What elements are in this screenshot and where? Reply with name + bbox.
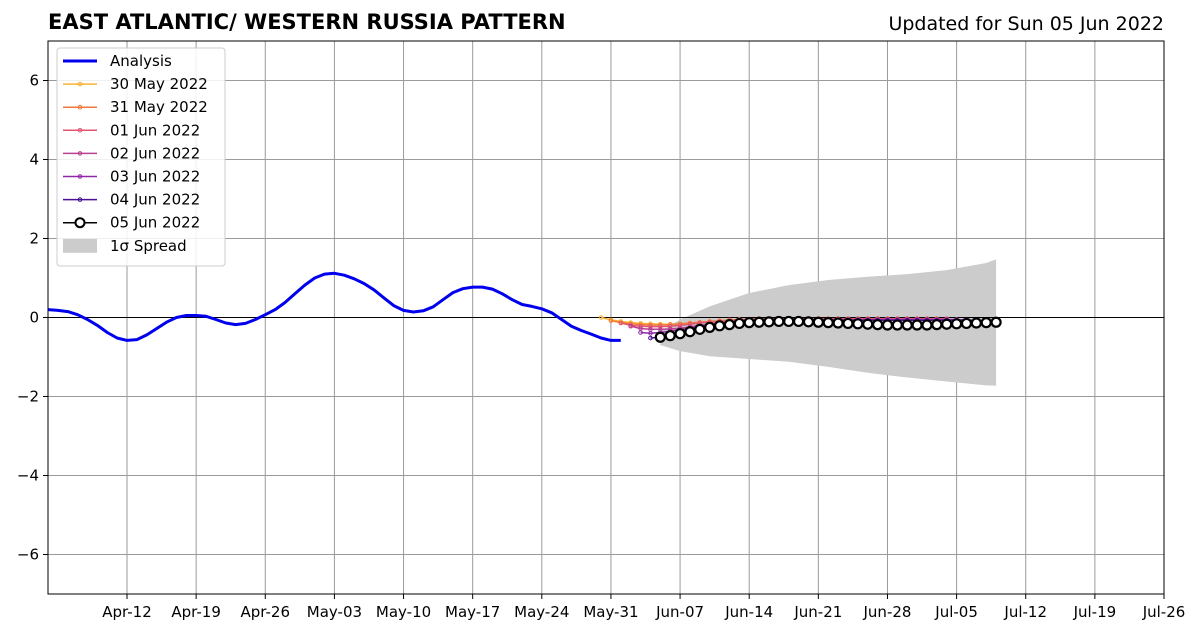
forecast-marker	[960, 317, 973, 330]
y-tick-label: −6	[17, 546, 39, 564]
legend-swatch-marker	[77, 128, 83, 133]
forecast-marker	[753, 316, 765, 328]
forecast-marker	[842, 317, 854, 330]
forecast-marker	[980, 317, 992, 329]
forecast-marker	[638, 330, 643, 335]
forecast-marker	[862, 318, 874, 330]
forecast-marker	[628, 323, 633, 329]
forecast-marker	[970, 317, 982, 329]
forecast-marker	[773, 315, 785, 328]
y-tick-label: 0	[29, 309, 39, 327]
x-axis: Apr-12 Apr-19 Apr-26 May-03 May-10 May-17 May-…	[102, 594, 1185, 621]
x-tick-label: May-31	[583, 603, 638, 621]
x-tick-label: Jun-14	[724, 603, 773, 621]
x-tick-label: Apr-19	[171, 603, 221, 621]
forecast-marker	[812, 316, 824, 328]
x-tick-label: Jun-28	[863, 603, 912, 621]
forecast-marker	[783, 315, 795, 328]
forecast-marker	[704, 321, 716, 333]
forecast-marker	[931, 319, 943, 331]
legend-swatch-marker	[77, 197, 83, 202]
forecast-marker	[648, 331, 653, 336]
forecast-marker	[832, 317, 844, 329]
forecast-marker	[891, 319, 903, 331]
legend-label: 30 May 2022	[110, 75, 208, 93]
legend-box	[56, 47, 226, 267]
forecast-marker	[713, 320, 726, 332]
forecast-marker	[648, 324, 653, 329]
legend-label: 05 Jun 2022	[110, 214, 200, 232]
forecast-marker	[743, 317, 755, 329]
x-tick-label: Jul-12	[1003, 603, 1047, 621]
series-layer	[47, 271, 1002, 343]
forecast-marker	[733, 317, 745, 330]
legend-swatch-marker	[77, 104, 83, 110]
x-tick-label: Apr-26	[241, 603, 291, 621]
legend-label: Analysis	[110, 52, 172, 70]
chart-title: EAST ATLANTIC/ WESTERN RUSSIA PATTERN	[48, 10, 566, 34]
y-tick-label: 6	[29, 72, 39, 90]
x-tick-label: Jun-07	[655, 603, 704, 621]
forecast-marker	[881, 319, 894, 331]
legend-label: 03 Jun 2022	[110, 168, 200, 186]
forecast-marker	[792, 315, 805, 328]
legend-swatch-marker	[77, 174, 83, 179]
legend-swatch-marker	[77, 81, 83, 87]
forecast-marker	[648, 335, 653, 341]
forecast-marker	[654, 331, 666, 343]
forecast-marker	[658, 324, 663, 329]
legend-label: 1σ Spread	[110, 237, 187, 255]
x-tick-label: May-10	[376, 603, 431, 621]
forecast-marker	[852, 318, 864, 330]
forecast-marker	[598, 315, 604, 320]
forecast-marker	[694, 323, 706, 335]
forecast-marker	[677, 323, 683, 328]
legend-label: 31 May 2022	[110, 98, 208, 116]
forecast-marker	[822, 317, 834, 329]
y-axis: −6 −4 −2 0 2 4 6	[17, 72, 48, 564]
forecast-marker	[911, 319, 923, 331]
forecast-marker	[664, 330, 676, 342]
x-tick-label: Jul-19	[1073, 603, 1117, 621]
y-tick-label: 2	[29, 230, 39, 248]
x-tick-label: Jul-26	[1142, 603, 1186, 621]
legend-label: 02 Jun 2022	[110, 144, 200, 162]
forecast-marker	[763, 316, 775, 328]
forecast-line	[620, 317, 947, 328]
y-tick-label: −4	[17, 467, 39, 485]
forecast-marker	[990, 316, 1002, 328]
forecast-marker	[802, 316, 815, 328]
forecast-marker	[618, 320, 624, 326]
forecast-marker	[871, 319, 884, 331]
legend-swatch-spread	[63, 238, 97, 253]
legend: Analysis 30 May 2022 31 May 2022 01 Jun 202…	[56, 47, 226, 267]
forecast-series	[654, 315, 1002, 343]
forecast-marker	[901, 319, 913, 331]
forecast-marker	[674, 328, 686, 340]
forecast-marker	[608, 318, 614, 323]
x-tick-label: May-24	[514, 603, 569, 621]
x-tick-label: Apr-12	[102, 603, 152, 621]
forecast-marker	[951, 318, 963, 330]
forecast-marker	[921, 319, 933, 331]
x-tick-label: Jun-21	[793, 603, 842, 621]
legend-swatch-marker	[74, 217, 86, 229]
x-tick-label: May-03	[307, 603, 362, 621]
y-tick-label: 4	[29, 151, 39, 169]
forecast-marker	[723, 319, 736, 331]
x-tick-label: Jul-05	[934, 603, 978, 621]
chart-subtitle: Updated for Sun 05 Jun 2022	[888, 13, 1164, 35]
x-tick-label: May-17	[445, 603, 500, 621]
forecast-marker	[684, 326, 696, 338]
y-tick-label: −2	[17, 388, 39, 406]
legend-label: 01 Jun 2022	[110, 121, 200, 139]
legend-swatch-marker	[77, 151, 83, 156]
forecast-marker	[667, 323, 673, 329]
analysis-line	[47, 271, 621, 342]
legend-label: 04 Jun 2022	[110, 191, 200, 209]
forecast-marker	[941, 318, 953, 330]
